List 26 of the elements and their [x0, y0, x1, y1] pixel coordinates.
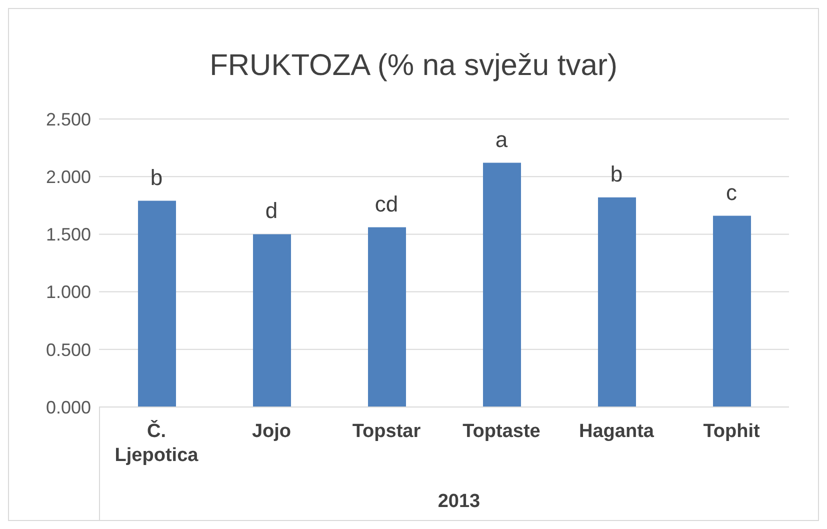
- chart-title: FRUKTOZA (% na svježu tvar): [208, 49, 618, 83]
- annotation: a: [495, 126, 508, 152]
- x-tick-label: Haganta: [579, 421, 654, 442]
- bar: [368, 227, 406, 407]
- x-tick-label: Toptaste: [462, 421, 540, 442]
- annotation: b: [610, 161, 623, 186]
- bar: [483, 162, 521, 407]
- y-tick-label: 0.000: [46, 397, 91, 418]
- bar: [713, 216, 751, 407]
- bar: [253, 234, 291, 407]
- y-tick-label: 2.500: [46, 109, 91, 130]
- y-tick-label: 1.000: [46, 282, 91, 302]
- y-tick-label: 1.500: [46, 224, 91, 245]
- annotation: d: [265, 198, 278, 224]
- x-tick-label: Topstar: [352, 421, 422, 442]
- x-tick-label: Tophit: [703, 421, 760, 442]
- bar: [138, 200, 176, 407]
- bar: [598, 197, 636, 407]
- y-tick-label: 2.000: [46, 166, 91, 187]
- annotation: b: [150, 164, 163, 190]
- x-axis-title: 2013: [436, 491, 482, 513]
- annotation: c: [726, 180, 737, 205]
- y-tick-label: 0.500: [46, 340, 91, 360]
- x-tick-label: Č. Ljepotica: [114, 419, 199, 466]
- annotation: cd: [374, 191, 398, 216]
- x-tick-label: Jojo: [252, 421, 292, 442]
